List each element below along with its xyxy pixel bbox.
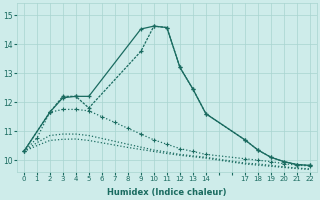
X-axis label: Humidex (Indice chaleur): Humidex (Indice chaleur) bbox=[107, 188, 227, 197]
